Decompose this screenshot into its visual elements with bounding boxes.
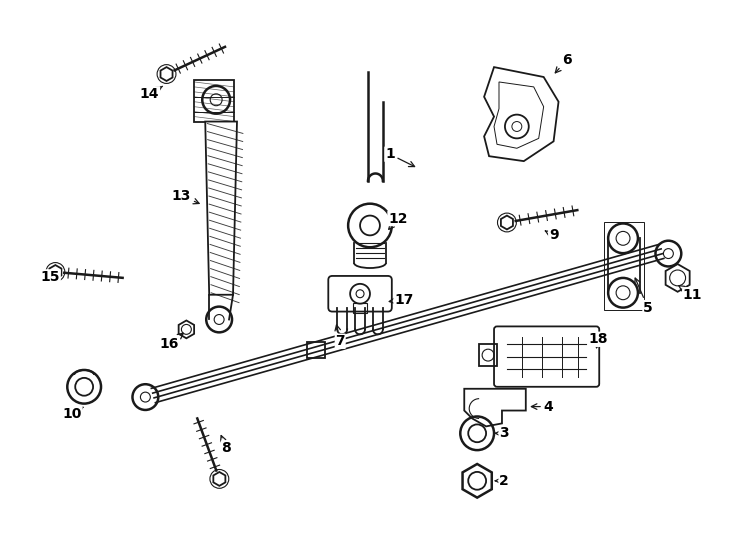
- Text: 7: 7: [335, 325, 345, 348]
- Text: 1: 1: [385, 147, 415, 166]
- Text: 10: 10: [62, 407, 83, 421]
- Bar: [604, 222, 644, 309]
- Text: 5: 5: [635, 278, 653, 315]
- Text: 18: 18: [589, 332, 608, 348]
- Text: 3: 3: [495, 426, 509, 440]
- Text: 8: 8: [221, 436, 231, 455]
- Text: 12: 12: [388, 212, 407, 230]
- Text: 2: 2: [495, 474, 509, 488]
- Text: 14: 14: [140, 86, 162, 101]
- Text: 13: 13: [172, 189, 199, 204]
- Text: 15: 15: [40, 270, 61, 284]
- Polygon shape: [206, 122, 237, 295]
- Text: 17: 17: [389, 293, 413, 307]
- Text: 6: 6: [556, 53, 571, 73]
- Text: 16: 16: [160, 333, 184, 351]
- Text: 4: 4: [531, 400, 553, 414]
- Text: 11: 11: [679, 286, 702, 302]
- Text: 9: 9: [545, 228, 559, 242]
- Bar: [353, 302, 367, 313]
- Bar: [479, 344, 497, 366]
